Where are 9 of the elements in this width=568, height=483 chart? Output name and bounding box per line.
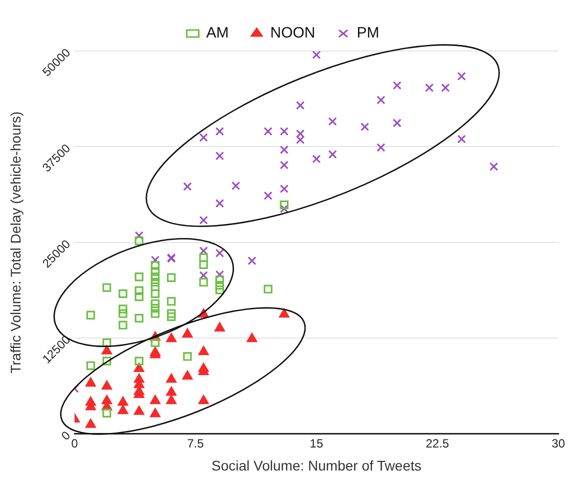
x-tick-label: 7.5 [187, 436, 204, 450]
y-axis-title: Traffic Volume: Total Delay (vehicle-hours) [7, 111, 24, 374]
x-tick-label: 22.5 [426, 436, 450, 450]
legend-label: AM [206, 24, 229, 42]
x-tick-label: 15 [310, 436, 324, 450]
legend-label: PM [356, 24, 380, 42]
x-axis-title: Social Volume: Number of Tweets [212, 457, 422, 474]
x-tick-label: 30 [552, 436, 566, 450]
legend-label: NOON [270, 24, 316, 42]
